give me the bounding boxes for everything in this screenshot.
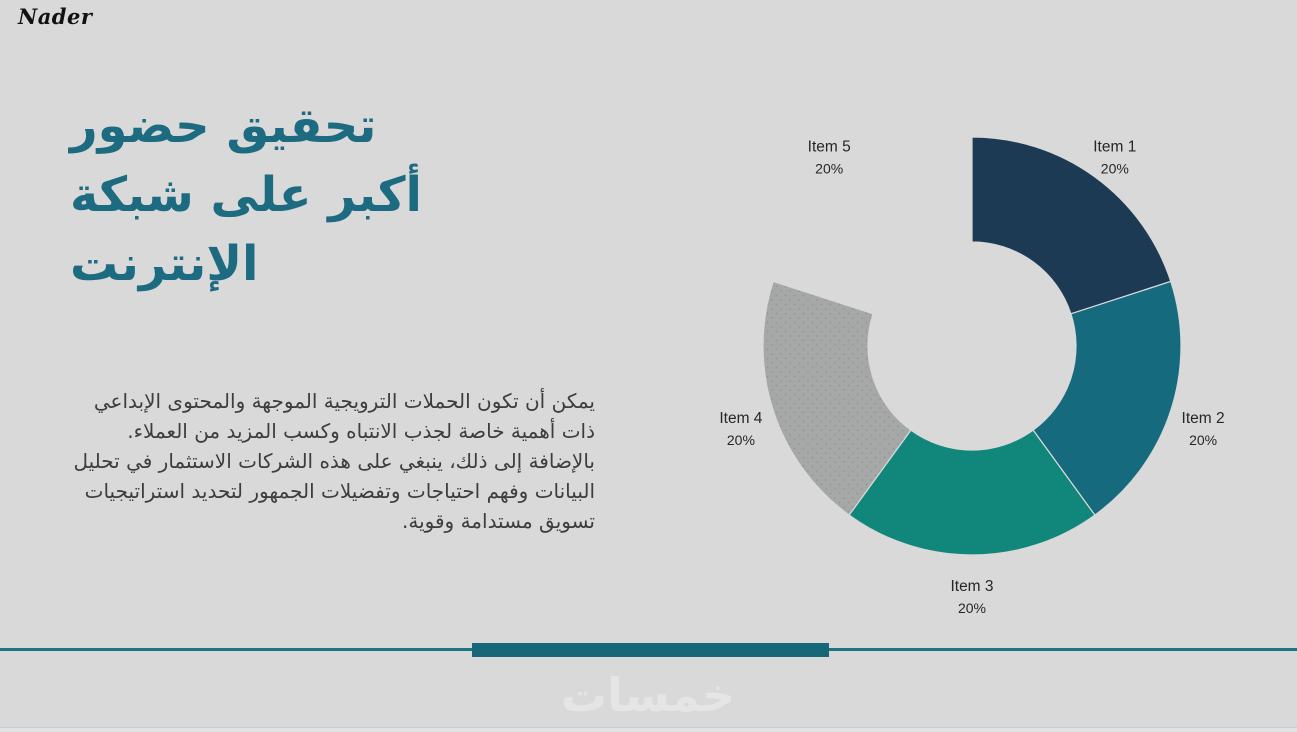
slide-body-text: يمكن أن تكون الحملات الترويجية الموجهة و… bbox=[73, 389, 595, 533]
chart-label-name-4: Item 4 bbox=[719, 410, 762, 427]
slide-title: تحقيق حضور أكبر على شبكة الإنترنت bbox=[70, 92, 510, 299]
donut-slice-1 bbox=[971, 136, 1172, 315]
chart-label-value-3: 20% bbox=[958, 600, 986, 616]
chart-label-name-2: Item 2 bbox=[1182, 410, 1225, 427]
title-line-2: أكبر على شبكة bbox=[70, 167, 423, 223]
chart-label-name-5: Item 5 bbox=[808, 138, 851, 155]
chart-label-value-5: 20% bbox=[815, 160, 843, 176]
title-line-1: تحقيق حضور bbox=[70, 98, 377, 154]
title-line-3: الإنترنت bbox=[70, 236, 259, 292]
watermark-text: خمسات bbox=[560, 668, 736, 722]
bottom-edge-band bbox=[0, 727, 1297, 732]
divider-thick-bar bbox=[472, 643, 829, 657]
chart-label-value-2: 20% bbox=[1189, 432, 1217, 448]
chart-label-value-1: 20% bbox=[1101, 160, 1129, 176]
brand-logo: Nader bbox=[18, 4, 93, 29]
chart-label-value-4: 20% bbox=[727, 432, 755, 448]
donut-slice-4 bbox=[762, 280, 912, 516]
donut-slice-3 bbox=[848, 429, 1096, 556]
chart-label-name-3: Item 3 bbox=[950, 578, 993, 595]
donut-slice-2 bbox=[1032, 280, 1182, 516]
donut-chart-svg: Item 1 20% Item 2 20% Item 3 20% Item 4 20% Item… bbox=[719, 136, 1225, 616]
chart-label-name-1: Item 1 bbox=[1093, 138, 1136, 155]
donut-chart: Item 1 20% Item 2 20% Item 3 20% Item 4 20% Item… bbox=[680, 100, 1265, 645]
